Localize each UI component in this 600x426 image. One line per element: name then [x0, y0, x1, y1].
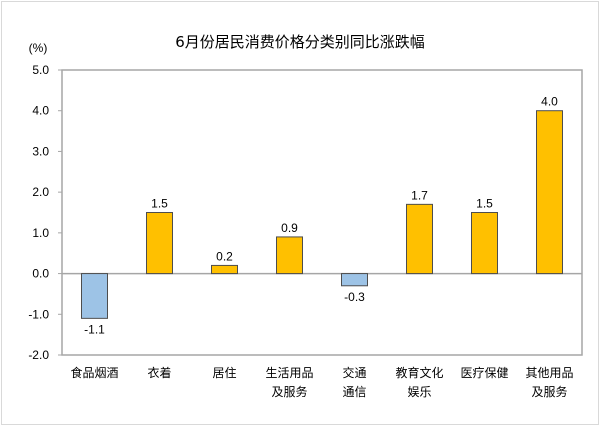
chart-title: 6月份居民消费价格分类别同比涨跌幅: [175, 33, 425, 51]
bar: [471, 212, 498, 275]
x-tick-label: 其他用品: [525, 366, 573, 380]
data-label: 0.9: [281, 221, 298, 235]
x-tick-label: 居住: [212, 366, 236, 380]
y-tick-label: -1.0: [28, 307, 49, 321]
x-tick-label: 教育文化: [395, 365, 443, 380]
data-label: 4.0: [541, 95, 558, 109]
x-tick-label: 交通: [342, 365, 366, 380]
data-label: -0.3: [344, 290, 365, 304]
data-label: 1.5: [151, 197, 168, 211]
bar: [211, 264, 238, 275]
plot-area: [61, 69, 583, 356]
y-tick-label: 0.0: [32, 267, 49, 281]
y-tick-label: 2.0: [32, 185, 49, 199]
bar: [406, 203, 433, 275]
x-tick-label: 食品烟酒: [70, 365, 118, 380]
data-label: -1.1: [84, 322, 105, 336]
y-tick-label: 4.0: [32, 104, 49, 118]
bar: [341, 273, 368, 287]
data-label: 1.5: [476, 197, 493, 211]
x-tick-label: 及服务: [531, 384, 567, 399]
y-tick-label: 3.0: [32, 144, 49, 158]
x-tick-label: 及服务: [271, 384, 307, 399]
x-tick-label: 衣着: [147, 365, 171, 380]
data-label: 1.7: [411, 188, 428, 202]
bar: [536, 110, 563, 275]
x-tick-label: 通信: [342, 385, 366, 399]
x-tick-label: 娱乐: [407, 385, 431, 399]
y-tick-label: 1.0: [32, 226, 49, 240]
x-tick-label: 医疗保健: [460, 366, 508, 380]
data-label: 0.2: [216, 249, 233, 263]
x-tick-label: 生活用品: [265, 366, 313, 380]
y-tick-label: -2.0: [28, 348, 49, 362]
bar: [146, 212, 173, 275]
bar: [276, 236, 303, 275]
bar: [81, 273, 108, 319]
y-tick-label: 5.0: [32, 63, 49, 77]
y-axis-unit: (%): [29, 41, 48, 55]
